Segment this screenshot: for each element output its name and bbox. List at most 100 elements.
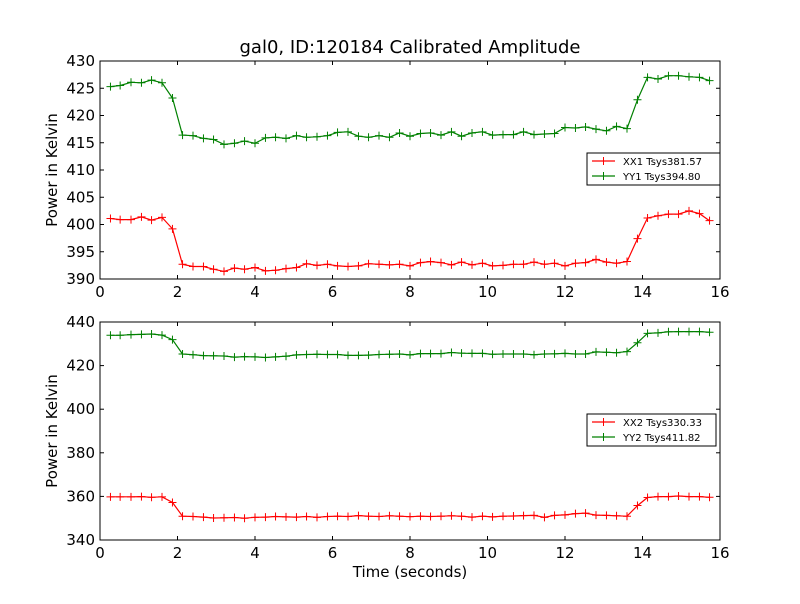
data-point [261, 353, 270, 362]
data-point [168, 224, 177, 233]
data-point [519, 260, 528, 269]
data-point [251, 263, 259, 272]
data-point [240, 137, 249, 146]
data-point [323, 260, 332, 269]
data-point [416, 349, 425, 358]
y-tick-label: 380 [66, 444, 95, 462]
data-point [375, 512, 383, 521]
data-point [499, 261, 507, 270]
data-point [592, 347, 600, 356]
data-point [271, 352, 280, 361]
data-point [364, 351, 373, 360]
data-point [550, 259, 559, 268]
x-tick-label: 14 [633, 283, 652, 301]
y-tick-label: 360 [66, 487, 95, 505]
legend-marker [599, 418, 608, 426]
data-point [643, 213, 652, 222]
data-point [230, 139, 239, 148]
data-point [344, 262, 352, 271]
data-point [302, 259, 311, 268]
data-point [302, 133, 311, 142]
data-point [230, 353, 239, 362]
data-point [333, 512, 342, 521]
legend-marker [599, 172, 608, 180]
data-point [457, 349, 466, 358]
data-point [571, 124, 580, 133]
data-point [623, 512, 631, 521]
data-point [137, 78, 146, 87]
data-point [623, 257, 631, 266]
data-point [271, 133, 280, 142]
data-point [240, 265, 249, 274]
data-point [385, 511, 394, 520]
data-point [499, 350, 507, 359]
data-point [395, 350, 404, 359]
data-point [457, 132, 466, 141]
y-tick-label: 395 [66, 243, 95, 261]
data-point [199, 262, 208, 271]
x-tick-label: 16 [710, 544, 729, 562]
x-tick-label: 0 [95, 283, 105, 301]
data-point [147, 216, 156, 225]
data-point [685, 206, 693, 215]
data-point [437, 512, 445, 521]
y-tick-label: 420 [66, 107, 95, 125]
data-point [220, 513, 228, 522]
data-point [468, 128, 476, 137]
data-point [168, 498, 177, 507]
data-point [178, 350, 187, 359]
data-point [323, 350, 332, 359]
data-point [106, 492, 115, 501]
x-tick-label: 12 [555, 544, 574, 562]
data-point [282, 264, 290, 273]
data-point [571, 259, 580, 268]
data-point [509, 512, 518, 521]
data-point [137, 492, 146, 501]
data-point [282, 512, 290, 521]
y-tick-label: 400 [66, 400, 95, 418]
data-point [333, 350, 342, 359]
data-point [395, 128, 404, 137]
data-point [519, 511, 528, 520]
legend-label: YY2 Tsys411.82 [622, 433, 701, 444]
legend-label: XX2 Tsys330.33 [623, 418, 702, 429]
data-point [323, 512, 332, 521]
data-point [468, 513, 476, 522]
data-point [612, 259, 621, 268]
data-point [137, 330, 146, 339]
data-point [602, 258, 611, 267]
x-tick-label: 10 [478, 283, 497, 301]
data-point [695, 492, 704, 501]
data-point [178, 131, 187, 140]
data-point [106, 331, 115, 340]
chart-title: gal0, ID:120184 Calibrated Amplitude [240, 37, 581, 58]
x-tick-label: 12 [555, 283, 574, 301]
x-tick-label: 6 [328, 283, 338, 301]
data-point [406, 350, 414, 359]
data-point [468, 349, 476, 358]
data-point [385, 350, 394, 359]
data-point [447, 127, 456, 136]
data-point [282, 134, 290, 143]
data-point [705, 493, 714, 502]
data-point [468, 260, 476, 269]
data-point [147, 329, 156, 338]
data-point [116, 331, 125, 340]
data-point [189, 131, 197, 140]
data-point [220, 352, 228, 361]
data-point [364, 133, 373, 142]
data-point [209, 351, 218, 360]
data-point [602, 126, 611, 135]
data-point [664, 71, 673, 80]
data-point [447, 511, 456, 520]
data-point [654, 492, 662, 501]
data-point [664, 210, 673, 219]
data-point [116, 81, 125, 90]
data-point [199, 351, 208, 360]
data-point [571, 350, 580, 359]
data-point [313, 513, 321, 522]
data-point [416, 258, 425, 267]
data-point [406, 132, 414, 141]
